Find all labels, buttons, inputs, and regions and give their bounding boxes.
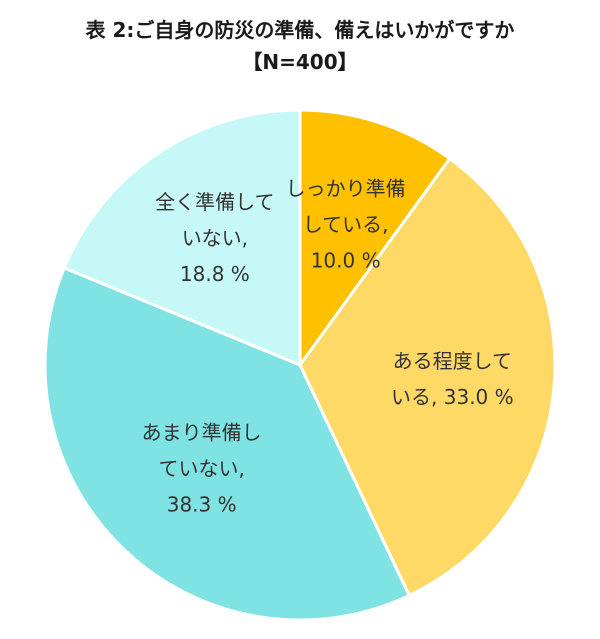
slice-4-label-line-3: 18.8 %	[180, 262, 250, 286]
chart-subtitle: 【N=400】	[242, 50, 358, 74]
slice-3-label-line-2: ていない,	[158, 457, 244, 481]
pie-slice-3	[43, 265, 412, 622]
pie-slice-1	[298, 108, 452, 370]
pie-slice-4	[62, 108, 302, 368]
slice-1-label-line-2: している,	[303, 212, 389, 236]
chart-title: 表 2:ご自身の防災の準備、備えはいかがですか	[85, 18, 515, 42]
slice-2-label-line-2: いる, 33.0 %	[391, 385, 514, 409]
pie-slice-2	[298, 156, 557, 598]
slice-1-label-line-3: 10.0 %	[311, 248, 381, 272]
slice-4-label-line-2: いない,	[182, 226, 248, 250]
slice-3-label-line-1: あまり準備し	[142, 421, 262, 445]
slice-4-label-line-1: 全く準備して	[155, 190, 274, 214]
slice-1-label-line-1: しっかり準備	[286, 176, 406, 200]
slice-2-label-line-1: ある程度して	[393, 349, 512, 373]
slice-3-label-line-3: 38.3 %	[167, 493, 237, 517]
